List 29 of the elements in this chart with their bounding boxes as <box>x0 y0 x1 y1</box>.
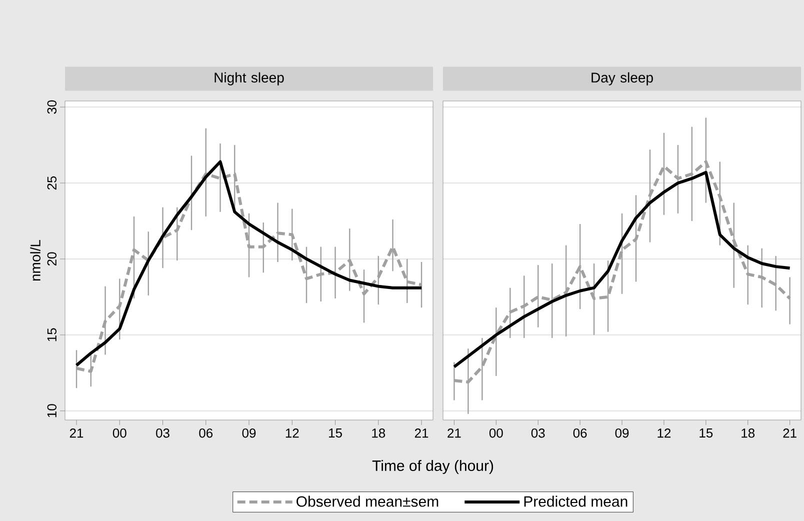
x-tick-label: 06 <box>199 428 213 438</box>
x-tick-label: 03 <box>156 428 170 438</box>
x-tick-label: 12 <box>286 428 299 438</box>
x-tick-label: 09 <box>242 428 256 438</box>
x-tick-label: 15 <box>700 428 713 438</box>
chart-title: Day sleep <box>592 72 653 86</box>
y-axis-title: nmol/L <box>30 240 40 281</box>
x-tick-label: 00 <box>112 428 126 438</box>
x-tick-label: 15 <box>329 428 342 438</box>
x-tick-label: 21 <box>70 428 84 438</box>
x-tick-label: 09 <box>615 428 629 438</box>
x-tick-label: 21 <box>414 428 428 438</box>
x-tick-label: 18 <box>372 428 386 438</box>
legend-label: Observed mean±sem <box>296 496 438 507</box>
x-tick-label: 00 <box>489 428 503 438</box>
y-tick-label: 15 <box>47 328 56 342</box>
x-tick-label: 21 <box>783 428 796 438</box>
legend-label: Predicted mean <box>524 496 628 507</box>
x-tick-label: 12 <box>658 428 671 438</box>
y-tick-label: 20 <box>47 252 56 266</box>
chart-title: Night sleep <box>214 72 284 86</box>
x-axis-title: Time of day (hour) <box>372 460 494 474</box>
y-tick-label: 25 <box>47 176 56 190</box>
x-tick-label: 03 <box>531 428 545 438</box>
y-tick-label: 10 <box>47 404 56 418</box>
x-tick-label: 21 <box>448 428 461 438</box>
x-tick-label: 06 <box>573 428 587 438</box>
y-tick-label: 30 <box>47 100 56 114</box>
x-tick-label: 18 <box>742 428 755 438</box>
